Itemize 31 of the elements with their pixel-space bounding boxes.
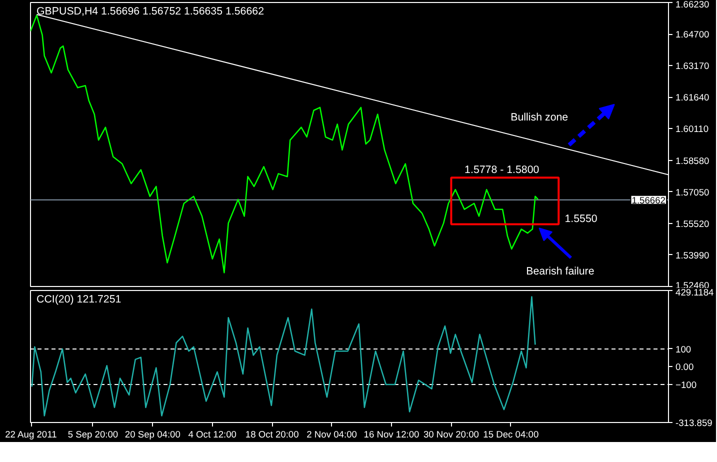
- annotation: 1.5778 - 1.5800: [464, 164, 540, 176]
- y-tick-label: 1.64700: [676, 30, 710, 40]
- ref-line-label: 1.56662: [632, 195, 666, 206]
- annotation: 1.5550: [564, 213, 598, 226]
- x-tick-label: 30 Nov 20:00: [423, 430, 479, 440]
- x-tick-label: 22 Aug 2011: [5, 430, 57, 440]
- x-tick-label: 5 Sep 20:00: [68, 430, 118, 440]
- y-tick-label: −100: [676, 380, 697, 390]
- x-tick-label: 2 Nov 04:00: [306, 430, 357, 440]
- line-series: [31, 296, 536, 416]
- y-tick-label: 1.57050: [676, 187, 710, 198]
- x-tick-label: 4 Oct 12:00: [188, 430, 237, 440]
- y-tick-label: 1.60110: [676, 124, 709, 134]
- y-tick-label: 1.58580: [676, 156, 710, 166]
- chart-title: GBPUSD,H4 1.56696 1.56752 1.56635 1.56662: [36, 6, 264, 18]
- y-tick-label: 1.66230: [676, 0, 710, 10]
- x-tick-label: 15 Dec 04:00: [483, 430, 539, 440]
- y-tick-label: 1.53990: [676, 250, 710, 260]
- annotation: Bearish failure: [526, 266, 594, 278]
- y-tick-label: 1.55520: [676, 218, 710, 229]
- y-tick-label: 1.63170: [676, 61, 710, 72]
- x-tick-label: 16 Nov 12:00: [364, 430, 420, 440]
- y-tick-label: 100: [676, 344, 692, 354]
- x-tick-label: 18 Oct 20:00: [245, 430, 299, 440]
- y-tick-label: 0.00: [676, 362, 694, 372]
- x-tick-label: 20 Sep 04:00: [124, 430, 180, 440]
- chart-title: CCI(20) 121.7251: [36, 294, 122, 306]
- y-tick-label: 1.61640: [676, 92, 710, 103]
- y-tick-label: -313.859: [676, 418, 712, 428]
- y-tick-label: 429.1184: [676, 288, 714, 298]
- annotation: Bullish zone: [510, 111, 568, 124]
